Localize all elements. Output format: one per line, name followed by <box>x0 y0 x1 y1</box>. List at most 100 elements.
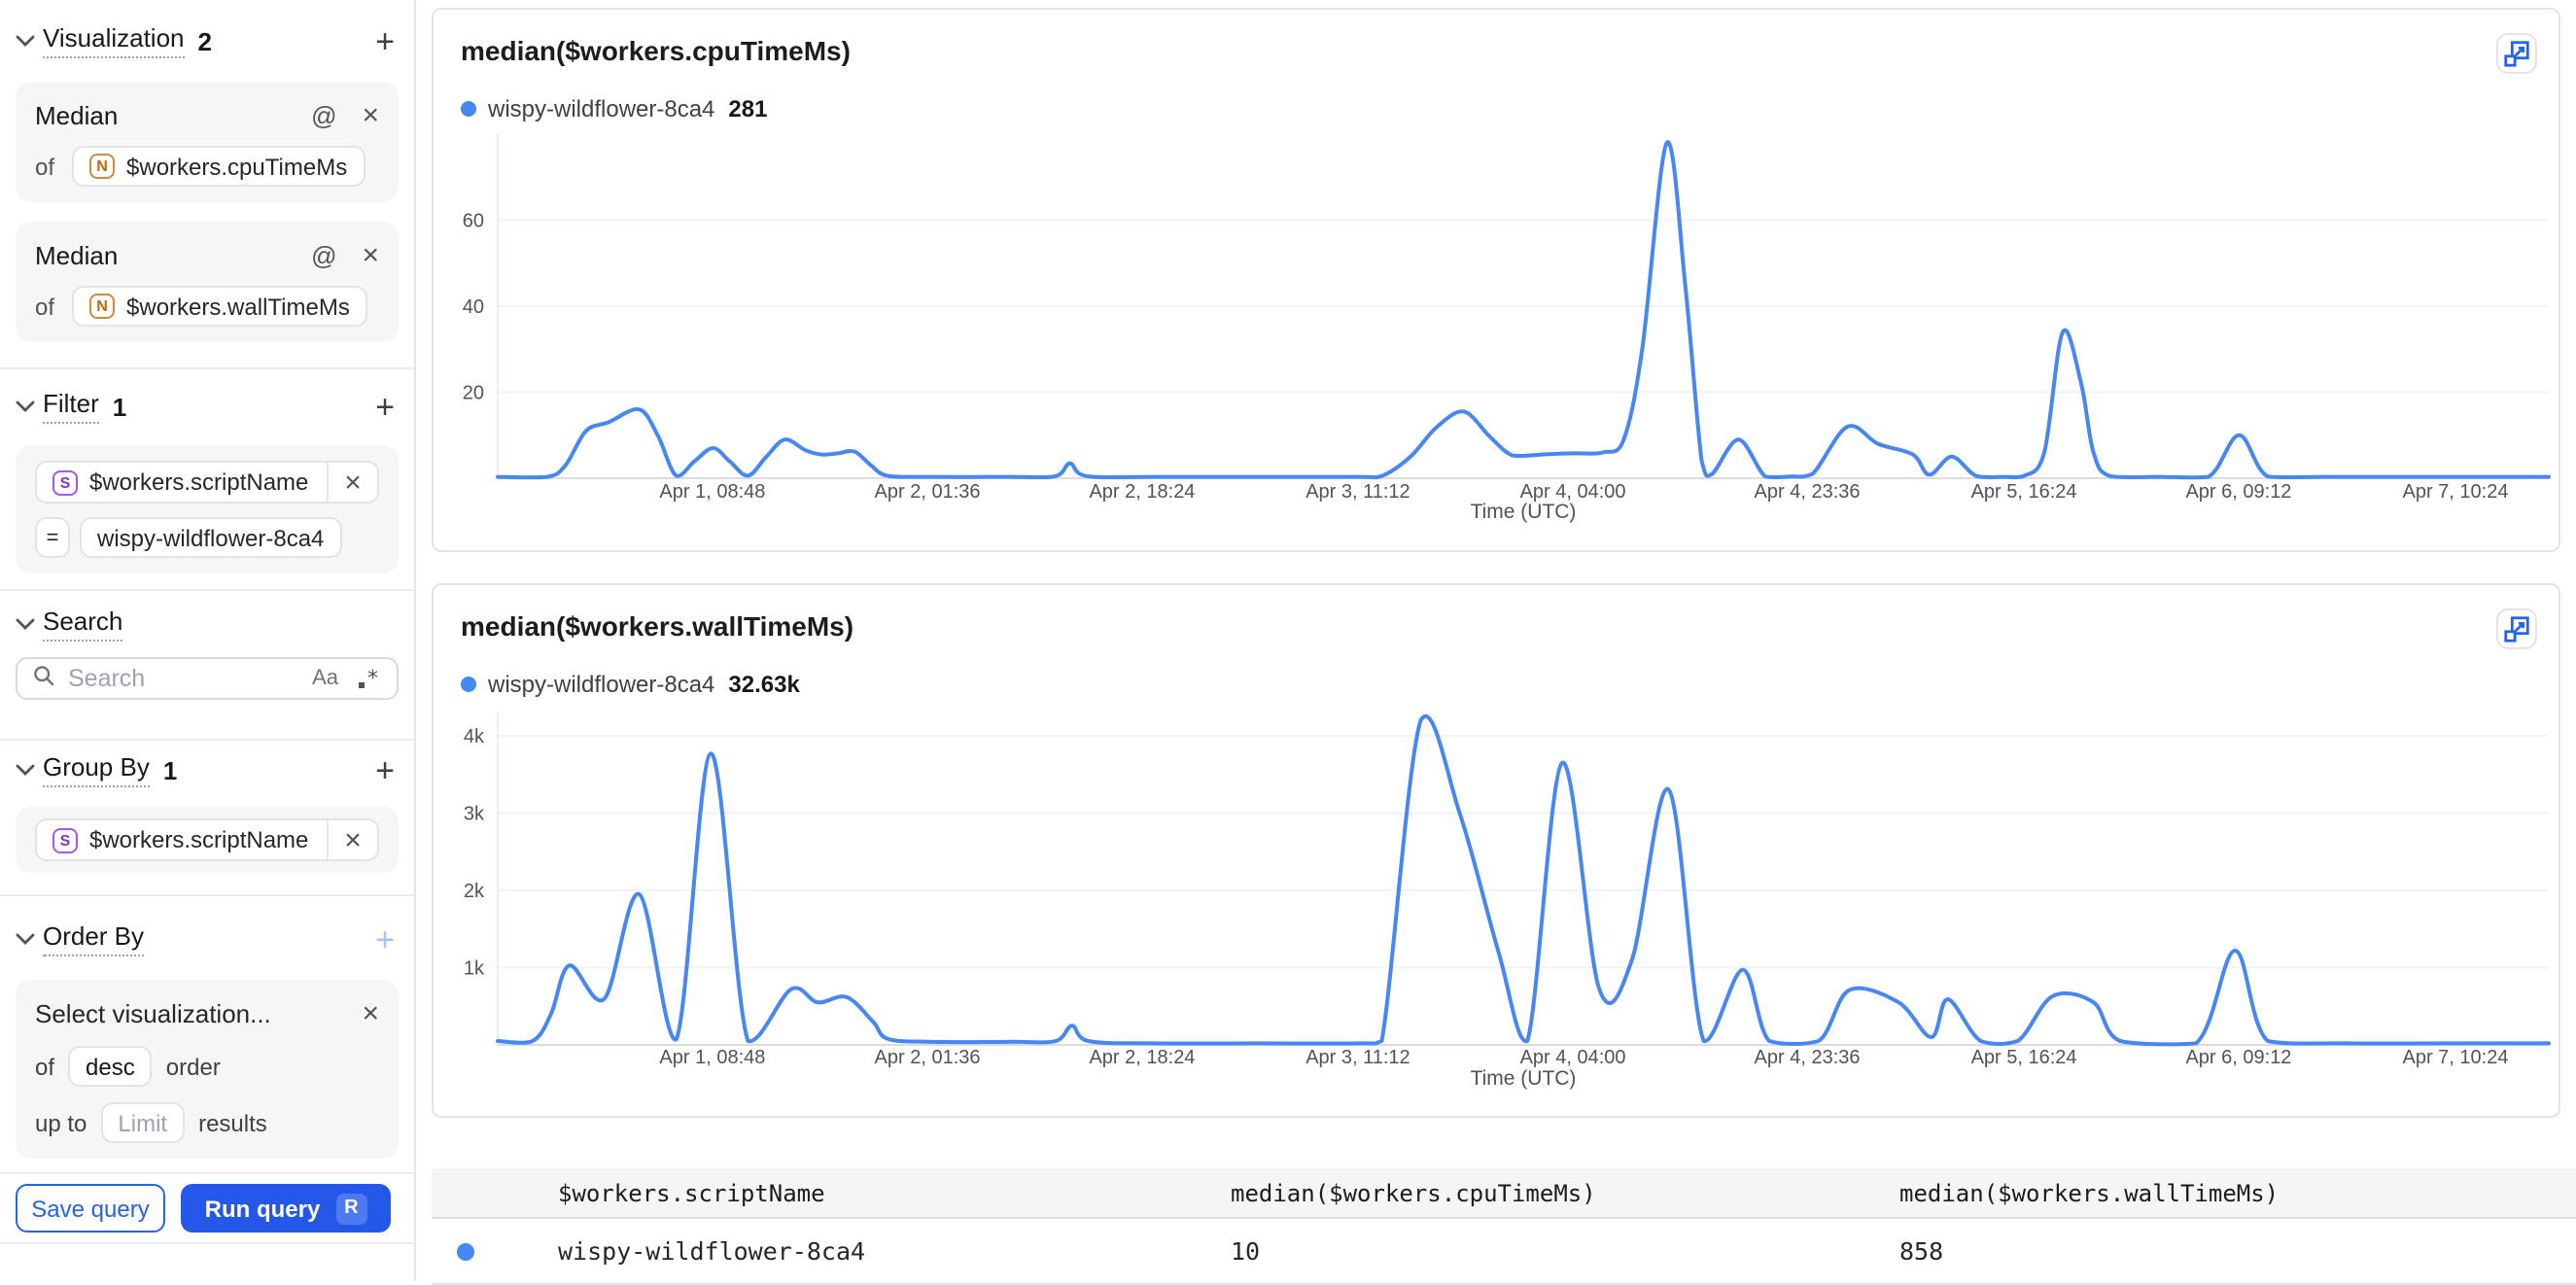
chevron-down-icon[interactable] <box>16 764 43 776</box>
x-tick-label: Apr 2, 01:36 <box>875 481 981 503</box>
field-pill[interactable]: N $workers.wallTimeMs <box>72 286 367 327</box>
filter-field-pill[interactable]: S $workers.scriptName × <box>35 461 379 504</box>
add-filter-button[interactable]: + <box>375 388 395 425</box>
table-cell-walltime: 858 <box>1899 1236 1944 1266</box>
expand-chart-button[interactable] <box>2496 608 2537 649</box>
filter-operator[interactable]: = <box>35 517 70 558</box>
of-label: of <box>35 293 55 320</box>
group-by-card: S $workers.scriptName × <box>16 807 399 873</box>
series-line <box>496 714 2551 1047</box>
chart-panel-walltime: 1k 2k 3k 4k Apr 1, 08:48 Apr 2, 01:36 Apr 2, 1… <box>432 583 2560 1118</box>
order-by-section-title: Order By <box>43 921 145 956</box>
chart-title: median($workers.cpuTimeMs) <box>461 35 851 66</box>
x-tick-label: Apr 4, 23:36 <box>1755 481 1861 503</box>
column-header[interactable]: $workers.scriptName <box>558 1179 825 1206</box>
y-tick-label: 40 <box>463 296 484 318</box>
remove-filter-icon[interactable]: × <box>327 463 377 502</box>
number-type-icon: N <box>89 294 116 319</box>
order-by-visualization-select[interactable]: Select visualization... <box>35 998 271 1027</box>
remove-order-by-icon[interactable]: × <box>362 996 379 1029</box>
chevron-down-icon[interactable] <box>16 933 43 945</box>
string-type-icon: S <box>52 469 78 495</box>
chevron-down-icon[interactable] <box>16 618 43 630</box>
chart-title: median($workers.wallTimeMs) <box>461 610 854 642</box>
search-placeholder: Search <box>68 665 146 692</box>
table-header-row: $workers.scriptName median($workers.cpuT… <box>432 1168 2576 1219</box>
run-query-button[interactable]: Run query R <box>181 1184 391 1233</box>
table-cell-script-name: wispy-wildflower-8ca4 <box>558 1236 866 1266</box>
column-header[interactable]: median($workers.cpuTimeMs) <box>1231 1179 1596 1206</box>
filter-count: 1 <box>112 392 127 421</box>
number-type-icon: N <box>89 154 116 179</box>
field-pill[interactable]: N $workers.cpuTimeMs <box>72 146 366 187</box>
x-tick-label: Apr 2, 18:24 <box>1089 481 1195 503</box>
limit-input[interactable]: Limit <box>100 1102 186 1143</box>
filter-card: S $workers.scriptName × = wispy-wildflow… <box>16 445 399 573</box>
x-tick-label: Apr 3, 11:12 <box>1305 481 1410 503</box>
add-group-by-button[interactable]: + <box>375 751 395 788</box>
search-input[interactable]: Search Aa * <box>16 657 399 700</box>
regex-icon[interactable]: * <box>356 667 381 690</box>
series-line <box>496 140 2551 480</box>
y-tick-label: 20 <box>463 383 484 404</box>
filter-section-title: Filter <box>43 389 99 424</box>
sidebar-footer: Save query Run query R <box>0 1172 414 1244</box>
aggregation-label[interactable]: Median <box>35 240 119 269</box>
group-by-field-pill[interactable]: S $workers.scriptName × <box>35 818 379 861</box>
order-by-card: Select visualization... × of desc order … <box>16 980 399 1159</box>
remove-visualization-icon[interactable]: × <box>362 238 379 271</box>
save-query-button[interactable]: Save query <box>16 1184 165 1233</box>
visualization-section-title: Visualization <box>43 23 185 58</box>
aggregation-label[interactable]: Median <box>35 100 119 129</box>
y-tick-label: 1k <box>464 958 485 980</box>
visualization-card: Median @ × of N $workers.wallTimeMs <box>16 222 399 342</box>
walltime-line-chart: 1k 2k 3k 4k Apr 1, 08:48 Apr 2, 01:36 Apr 2, 1… <box>464 713 2551 1090</box>
remove-visualization-icon[interactable]: × <box>362 98 379 131</box>
expand-chart-button[interactable] <box>2496 33 2537 74</box>
results-table: $workers.scriptName median($workers.cpuT… <box>432 1168 2576 1285</box>
x-tick-label: Apr 6, 09:12 <box>2185 481 2291 503</box>
legend-series-value: 281 <box>728 95 768 122</box>
add-order-by-button[interactable]: + <box>375 920 395 957</box>
run-shortcut-badge: R <box>335 1193 367 1224</box>
sidebar: Visualization 2 + Median @ × of N $worke… <box>0 0 416 1281</box>
x-axis-title: Time (UTC) <box>1471 1067 1577 1090</box>
order-direction-select[interactable]: desc <box>68 1046 153 1087</box>
section-header-visualization: Visualization 2 + <box>16 23 399 58</box>
table-row[interactable]: wispy-wildflower-8ca4 10 858 <box>432 1219 2576 1285</box>
x-tick-label: Apr 4, 04:00 <box>1520 1047 1626 1068</box>
match-case-icon[interactable]: Aa <box>312 667 338 690</box>
legend-series-name: wispy-wildflower-8ca4 <box>488 671 715 698</box>
x-tick-label: Apr 5, 16:24 <box>1971 481 2077 503</box>
results-label: results <box>198 1109 267 1136</box>
x-tick-label: Apr 2, 18:24 <box>1089 1047 1195 1068</box>
y-tick-label: 60 <box>463 211 484 232</box>
field-name: $workers.wallTimeMs <box>126 293 350 320</box>
chevron-down-icon[interactable] <box>16 400 43 412</box>
of-label: of <box>35 153 55 180</box>
filter-value-pill[interactable]: wispy-wildflower-8ca4 <box>80 517 342 558</box>
divider <box>0 894 414 896</box>
x-tick-label: Apr 5, 16:24 <box>1971 1047 2077 1068</box>
divider <box>0 589 414 591</box>
x-tick-label: Apr 2, 01:36 <box>875 1047 981 1068</box>
at-icon[interactable]: @ <box>311 240 337 269</box>
chevron-down-icon[interactable] <box>16 35 43 47</box>
y-tick-label: 3k <box>464 804 485 825</box>
column-header[interactable]: median($workers.wallTimeMs) <box>1899 1179 2280 1206</box>
at-icon[interactable]: @ <box>311 100 337 129</box>
x-tick-label: Apr 7, 10:24 <box>2403 1047 2509 1068</box>
visualization-count: 2 <box>197 26 212 55</box>
svg-text:*: * <box>367 667 378 690</box>
chart-legend: wispy-wildflower-8ca4 32.63k <box>461 671 800 698</box>
chart-panel-cputime: 20 40 60 Apr 1, 08:48 Apr 2, 01:36 Apr 2, 18:… <box>432 8 2560 552</box>
section-header-order-by: Order By + <box>16 921 399 956</box>
remove-group-by-icon[interactable]: × <box>327 820 377 859</box>
of-label: of <box>35 1053 55 1080</box>
run-query-label: Run query <box>204 1195 321 1222</box>
add-visualization-button[interactable]: + <box>375 22 395 59</box>
string-type-icon: S <box>52 827 78 852</box>
y-tick-label: 4k <box>464 726 485 747</box>
filter-field-name: $workers.scriptName <box>89 469 309 496</box>
x-axis-title: Time (UTC) <box>1471 501 1577 523</box>
